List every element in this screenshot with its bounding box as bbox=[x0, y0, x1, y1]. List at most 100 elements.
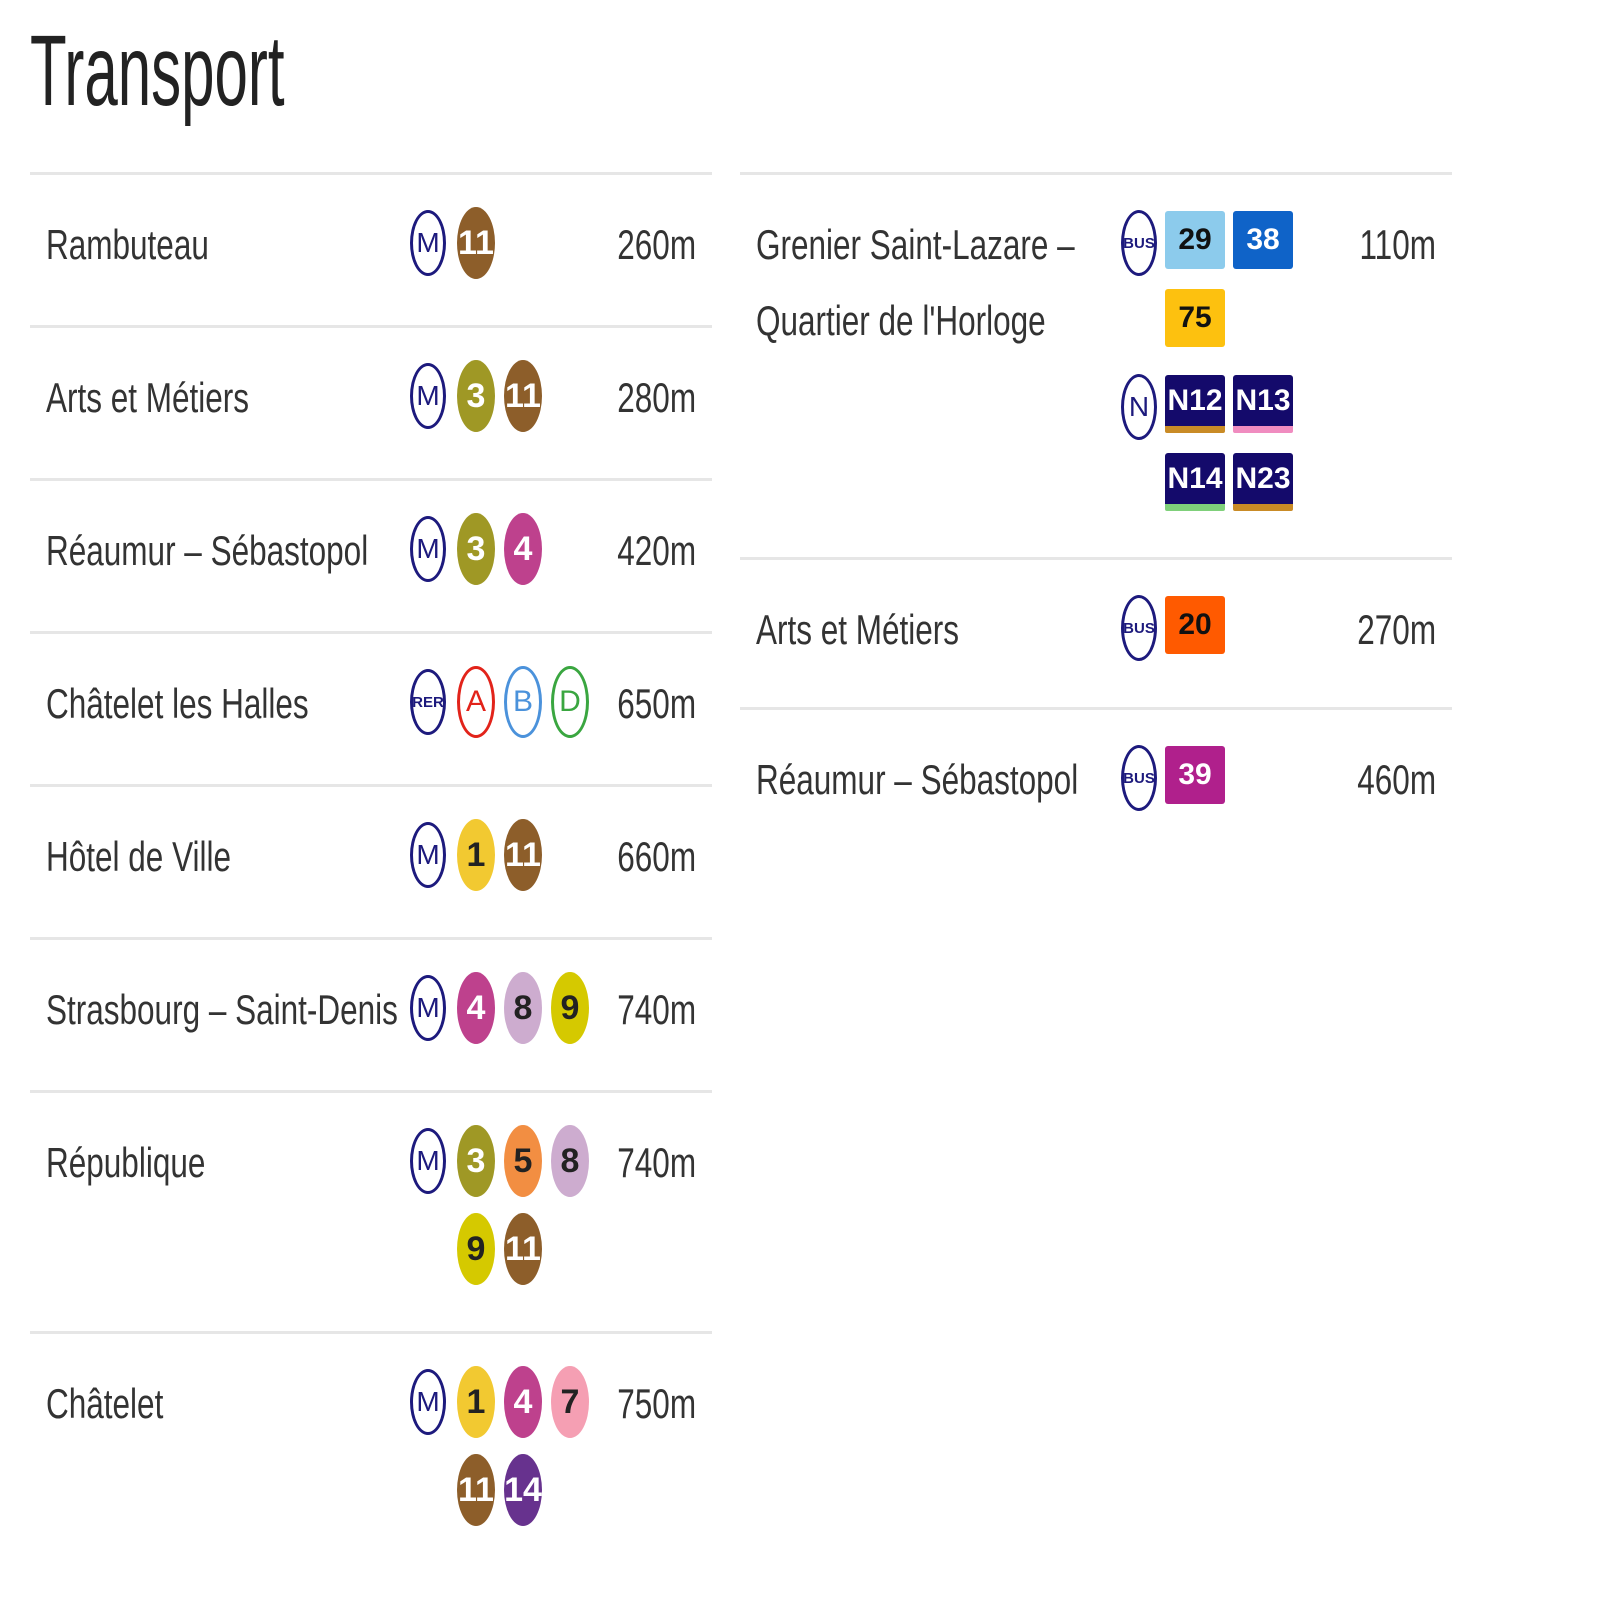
line-icons: M 3 5 8 9 11 bbox=[410, 1125, 598, 1285]
station-name-line: République bbox=[46, 1139, 206, 1186]
station-row[interactable]: République M 3 5 8 9 11 740m bbox=[30, 1090, 712, 1331]
bus-line-badge-75[interactable]: 75 bbox=[1165, 289, 1225, 347]
station-name-line: Réaumur – Sébastopol bbox=[756, 756, 1079, 803]
bus-stop-row[interactable]: Arts et Métiers BUS 20 270m bbox=[740, 557, 1452, 707]
station-name: Châtelet les Halles bbox=[46, 666, 309, 742]
station-row[interactable]: Réaumur – Sébastopol M 3 4 420m bbox=[30, 478, 712, 631]
bus-line-badge-20[interactable]: 20 bbox=[1165, 596, 1225, 654]
line-badge-A[interactable]: A bbox=[457, 666, 495, 738]
line-badge-7[interactable]: 7 bbox=[551, 1366, 589, 1438]
line-badge-9[interactable]: 9 bbox=[457, 1213, 495, 1285]
metro-icon: M bbox=[410, 210, 446, 276]
bus-icon: BUS bbox=[1121, 210, 1157, 276]
station-name-line: Châtelet bbox=[46, 1380, 164, 1427]
bus-icon: BUS bbox=[1121, 745, 1157, 811]
line-badges: 3 11 bbox=[457, 360, 598, 432]
line-badges: 3 5 8 9 11 bbox=[457, 1125, 598, 1285]
metro-icon: M bbox=[410, 1369, 446, 1435]
line-badge-14[interactable]: 14 bbox=[504, 1454, 542, 1526]
line-badge-1[interactable]: 1 bbox=[457, 819, 495, 891]
page-title: Transport bbox=[30, 15, 285, 127]
line-badges: 20 bbox=[1165, 592, 1293, 654]
noctilien-icon: N bbox=[1121, 374, 1157, 440]
bus-stop-row[interactable]: Réaumur – Sébastopol BUS 39 460m bbox=[740, 707, 1452, 857]
station-name: Arts et Métiers bbox=[46, 360, 249, 436]
line-badge-D[interactable]: D bbox=[551, 666, 589, 738]
station-name: Hôtel de Ville bbox=[46, 819, 231, 895]
distance: 420m bbox=[617, 527, 696, 574]
station-row[interactable]: Hôtel de Ville M 1 11 660m bbox=[30, 784, 712, 937]
distance: 660m bbox=[617, 833, 696, 880]
line-badge-3[interactable]: 3 bbox=[457, 1125, 495, 1197]
line-badges: 29 38 75 bbox=[1165, 207, 1293, 347]
distance: 110m bbox=[1359, 221, 1436, 268]
line-badge-11[interactable]: 11 bbox=[504, 360, 542, 432]
bus-stop-row[interactable]: Grenier Saint-Lazare – Quartier de l'Horl… bbox=[740, 172, 1452, 557]
metro-icon: M bbox=[410, 363, 446, 429]
line-icons: M 1 11 bbox=[410, 819, 598, 891]
line-icons: M 11 bbox=[410, 207, 598, 279]
station-name-line: Grenier Saint-Lazare – bbox=[756, 221, 1075, 268]
bus-line-badge-29[interactable]: 29 bbox=[1165, 211, 1225, 269]
metro-icon: M bbox=[410, 975, 446, 1041]
line-badge-11[interactable]: 11 bbox=[457, 1454, 495, 1526]
line-badge-4[interactable]: 4 bbox=[457, 972, 495, 1044]
line-badges: 1 4 7 11 14 bbox=[457, 1366, 598, 1526]
distance: 270m bbox=[1357, 606, 1436, 653]
distance: 650m bbox=[617, 680, 696, 727]
line-badge-3[interactable]: 3 bbox=[457, 513, 495, 585]
bus-line-badge-N14[interactable]: N14 bbox=[1165, 453, 1225, 511]
station-row[interactable]: Rambuteau M 11 260m bbox=[30, 172, 712, 325]
station-name-line: Châtelet les Halles bbox=[46, 680, 309, 727]
metro-rer-list: Rambuteau M 11 260m Arts et Métiers M 3 11 280m R… bbox=[30, 172, 712, 1572]
line-icons: M 1 4 7 11 14 bbox=[410, 1366, 598, 1526]
bus-line-badge-N12[interactable]: N12 bbox=[1165, 375, 1225, 433]
metro-icon: M bbox=[410, 822, 446, 888]
line-badge-3[interactable]: 3 bbox=[457, 360, 495, 432]
line-badge-5[interactable]: 5 bbox=[504, 1125, 542, 1197]
bus-line-badge-39[interactable]: 39 bbox=[1165, 746, 1225, 804]
station-row[interactable]: Arts et Métiers M 3 11 280m bbox=[30, 325, 712, 478]
line-badge-9[interactable]: 9 bbox=[551, 972, 589, 1044]
line-badge-1[interactable]: 1 bbox=[457, 1366, 495, 1438]
line-icons: BUS 20 bbox=[1121, 592, 1293, 661]
station-name: Châtelet bbox=[46, 1366, 163, 1442]
line-badge-8[interactable]: 8 bbox=[551, 1125, 589, 1197]
distance: 740m bbox=[617, 1139, 696, 1186]
station-name: République bbox=[46, 1125, 205, 1201]
station-row[interactable]: Strasbourg – Saint-Denis M 4 8 9 740m bbox=[30, 937, 712, 1090]
line-badge-B[interactable]: B bbox=[504, 666, 542, 738]
station-name-line: Arts et Métiers bbox=[756, 606, 960, 653]
bus-icon: BUS bbox=[1121, 595, 1157, 661]
station-row[interactable]: Châtelet les Halles RER A B D 650m bbox=[30, 631, 712, 784]
bus-line-badge-38[interactable]: 38 bbox=[1233, 211, 1293, 269]
line-badge-4[interactable]: 4 bbox=[504, 513, 542, 585]
station-name-line: Quartier de l'Horloge bbox=[756, 297, 1046, 344]
line-group: BUS 39 bbox=[1121, 742, 1293, 811]
bus-line-badge-N13[interactable]: N13 bbox=[1233, 375, 1293, 433]
station-name-line: Rambuteau bbox=[46, 221, 209, 268]
station-name-line: Hôtel de Ville bbox=[46, 833, 232, 880]
station-row[interactable]: Châtelet M 1 4 7 11 14 750m bbox=[30, 1331, 712, 1572]
station-name: Strasbourg – Saint-Denis bbox=[46, 972, 398, 1048]
line-badges: 39 bbox=[1165, 742, 1293, 804]
line-badges: N12 N13 N14 N23 bbox=[1165, 371, 1293, 511]
metro-icon: M bbox=[410, 1128, 446, 1194]
line-badge-11[interactable]: 11 bbox=[504, 1213, 542, 1285]
station-name: Réaumur – Sébastopol bbox=[46, 513, 368, 589]
station-name: Rambuteau bbox=[46, 207, 209, 283]
line-badge-4[interactable]: 4 bbox=[504, 1366, 542, 1438]
distance: 740m bbox=[617, 986, 696, 1033]
line-group: BUS 29 38 75 bbox=[1121, 207, 1293, 347]
bus-line-badge-N23[interactable]: N23 bbox=[1233, 453, 1293, 511]
line-icons: BUS 29 38 75 N N12 N13 N14 N23 bbox=[1121, 207, 1293, 511]
line-badge-11[interactable]: 11 bbox=[457, 207, 495, 279]
line-group: BUS 20 bbox=[1121, 592, 1293, 661]
line-badge-8[interactable]: 8 bbox=[504, 972, 542, 1044]
line-group: N N12 N13 N14 N23 bbox=[1121, 371, 1293, 511]
line-badge-11[interactable]: 11 bbox=[504, 819, 542, 891]
